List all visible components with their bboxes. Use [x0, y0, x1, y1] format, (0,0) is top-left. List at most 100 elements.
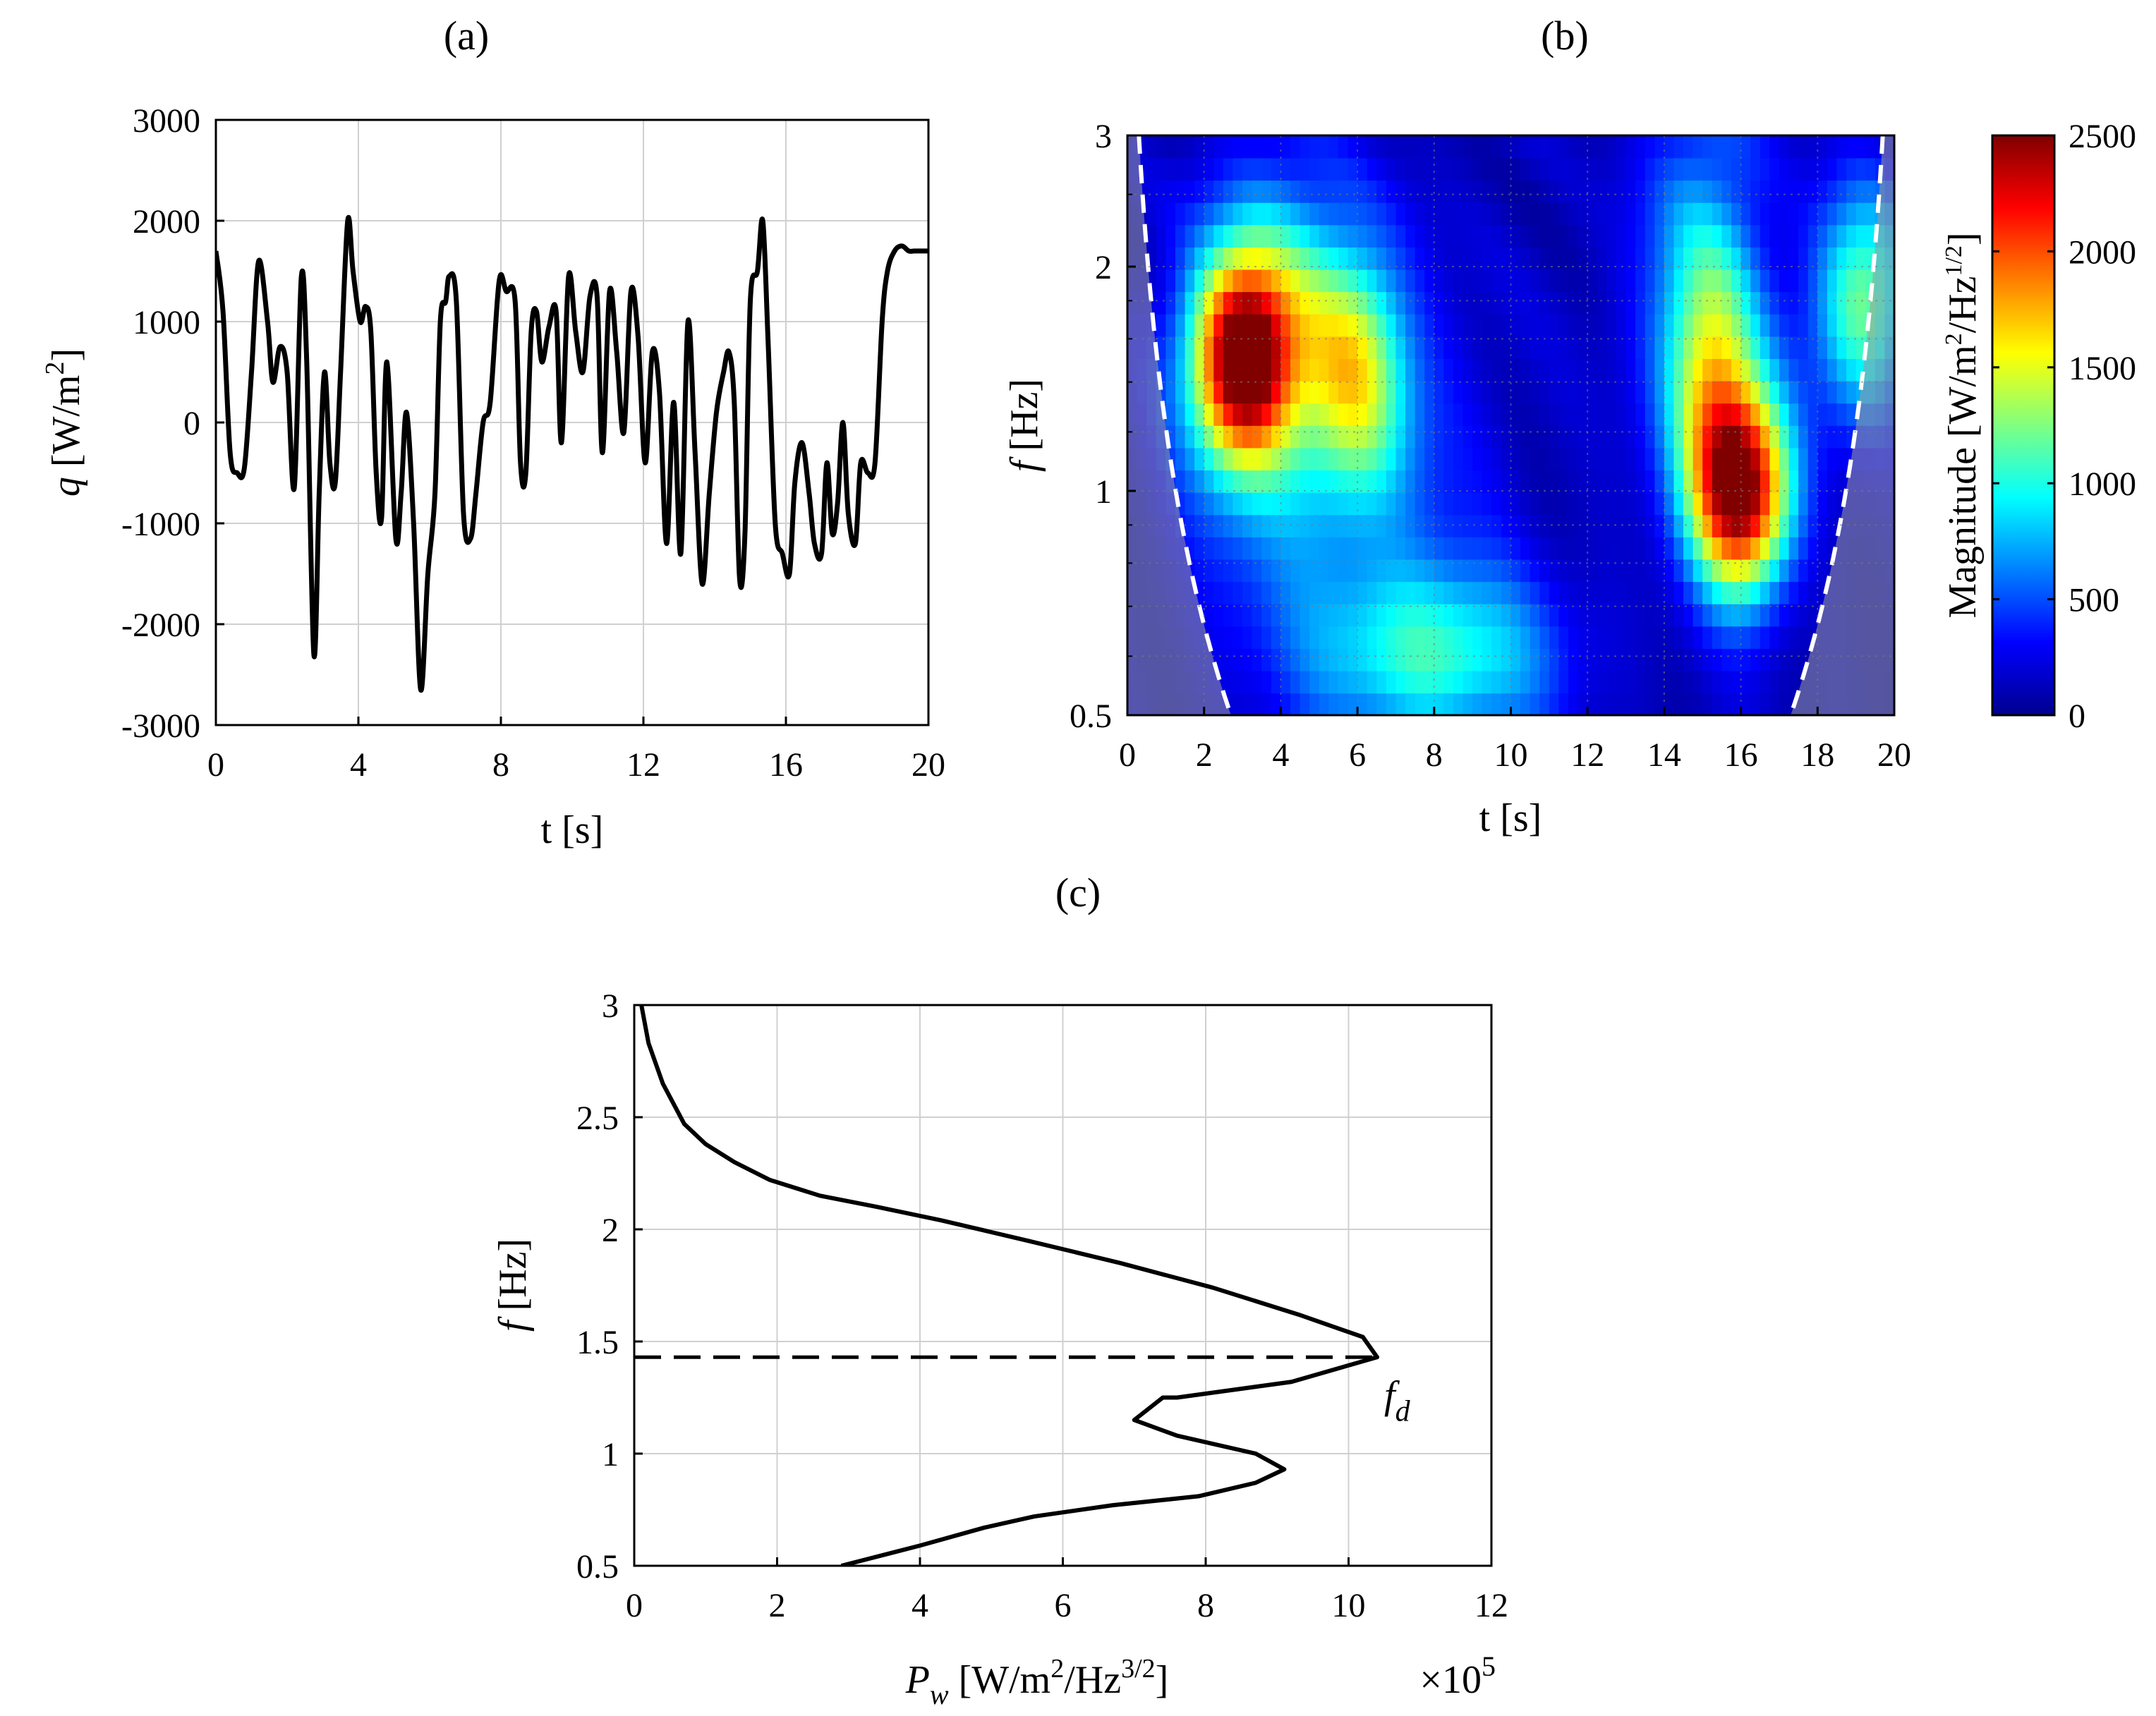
heatmap-cell — [1558, 157, 1569, 181]
heatmap-cell — [1807, 447, 1819, 471]
heatmap-cell — [1491, 180, 1502, 203]
heatmap-cell — [1779, 291, 1790, 315]
heatmap-cell — [1338, 336, 1349, 359]
heatmap-cell — [1300, 157, 1310, 181]
heatmap-cell — [1165, 180, 1176, 203]
heatmap-cell — [1175, 157, 1186, 181]
heatmap-cell — [1405, 514, 1416, 537]
heatmap-cell — [1252, 648, 1263, 671]
heatmap-cell — [1415, 537, 1426, 560]
heatmap-cell — [1645, 291, 1656, 315]
heatmap-cell — [1405, 693, 1416, 715]
heatmap-cell — [1760, 247, 1771, 270]
heatmap-cell — [1328, 135, 1339, 159]
heatmap-cell — [1348, 492, 1358, 516]
heatmap-cell — [1204, 537, 1215, 560]
heatmap-cell — [1328, 380, 1339, 404]
heatmap-cell — [1367, 403, 1378, 426]
heatmap-cell — [1740, 537, 1751, 560]
heatmap-cell — [1760, 670, 1771, 694]
heatmap-cell — [1807, 514, 1819, 537]
heatmap-cell — [1654, 157, 1665, 181]
x-tick-label: 4 — [1272, 736, 1289, 774]
heatmap-cell — [1185, 313, 1195, 337]
heatmap-cell — [1530, 247, 1541, 270]
heatmap-cell — [1309, 291, 1320, 315]
heatmap-cell — [1750, 603, 1761, 627]
heatmap-cell — [1520, 559, 1531, 583]
heatmap-cell — [1530, 559, 1541, 583]
heatmap-cell — [1376, 269, 1387, 293]
heatmap-cell — [1635, 603, 1646, 627]
heatmap-cell — [1539, 180, 1550, 203]
heatmap-cell — [1280, 403, 1291, 426]
heatmap-cell — [1242, 135, 1253, 159]
heatmap-cell — [1625, 202, 1636, 226]
heatmap-cell — [1587, 135, 1598, 159]
heatmap-cell — [1271, 537, 1282, 560]
heatmap-cell — [1779, 157, 1790, 181]
heatmap-cell — [1702, 603, 1713, 627]
heatmap-cell — [1242, 313, 1253, 337]
heatmap-cell — [1424, 670, 1435, 694]
heatmap-cell — [1587, 492, 1598, 516]
heatmap-cell — [1683, 514, 1694, 537]
heatmap-cell — [1501, 648, 1512, 671]
heatmap-cell — [1530, 135, 1541, 159]
heatmap-cell — [1568, 135, 1579, 159]
heatmap-cell — [1568, 693, 1579, 715]
heatmap-cell — [1376, 247, 1387, 270]
heatmap-cell — [1568, 380, 1579, 404]
heatmap-cell — [1501, 224, 1512, 248]
heatmap-cell — [1376, 492, 1387, 516]
heatmap-cell — [1338, 180, 1349, 203]
heatmap-cell — [1357, 269, 1368, 293]
heatmap-cell — [1692, 202, 1704, 226]
colorbar-label-post: ] — [1941, 232, 1985, 245]
heatmap-cell — [1472, 224, 1483, 248]
heatmap-cell — [1443, 603, 1454, 627]
heatmap-cell — [1549, 403, 1560, 426]
heatmap-cell — [1587, 670, 1598, 694]
heatmap-cell — [1424, 559, 1435, 583]
heatmap-cell — [1233, 180, 1243, 203]
heatmap-cell — [1683, 336, 1694, 359]
heatmap-cell — [1788, 648, 1799, 671]
heatmap-cell — [1453, 313, 1464, 337]
heatmap-cell — [1367, 157, 1378, 181]
heatmap-cell — [1405, 291, 1416, 315]
heatmap-cell — [1367, 492, 1378, 516]
heatmap-cell — [1271, 135, 1282, 159]
ylabel-a: q [W/m2] — [40, 348, 88, 497]
heatmap-cell — [1750, 358, 1761, 382]
y-tick-label: 3 — [602, 987, 619, 1025]
heatmap-cell — [1558, 269, 1569, 293]
heatmap-cell — [1233, 202, 1243, 226]
heatmap-cell — [1501, 537, 1512, 560]
heatmap-cell — [1271, 693, 1282, 715]
heatmap-cell — [1683, 492, 1694, 516]
heatmap-cell — [1606, 626, 1617, 649]
heatmap-cell — [1462, 180, 1473, 203]
heatmap-cell — [1577, 380, 1588, 404]
heatmap-cell — [1348, 224, 1358, 248]
heatmap-cell — [1319, 425, 1330, 449]
heatmap-cell — [1616, 135, 1627, 159]
heatmap-cell — [1405, 626, 1416, 649]
heatmap-cell — [1376, 559, 1387, 583]
heatmap-cell — [1395, 514, 1406, 537]
heatmap-cell — [1625, 514, 1636, 537]
heatmap-cell — [1367, 670, 1378, 694]
heatmap-cell — [1280, 380, 1291, 404]
y-tick-label: 0 — [183, 405, 200, 442]
heatmap-cell — [1223, 291, 1234, 315]
heatmap-cell — [1242, 269, 1253, 293]
heatmap-cell — [1769, 269, 1780, 293]
heatmap-cell — [1357, 470, 1368, 493]
heatmap-cell — [1462, 693, 1473, 715]
heatmap-cell — [1635, 648, 1646, 671]
heatmap-cell — [1855, 269, 1867, 293]
heatmap-cell — [1520, 313, 1531, 337]
xlabel-b: t [s] — [1479, 796, 1542, 840]
